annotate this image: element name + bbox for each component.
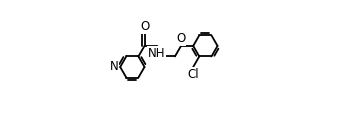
Text: NH: NH bbox=[148, 47, 165, 60]
Text: O: O bbox=[140, 20, 149, 33]
Text: Cl: Cl bbox=[187, 68, 199, 81]
Text: O: O bbox=[176, 32, 186, 45]
Text: N: N bbox=[110, 60, 118, 73]
